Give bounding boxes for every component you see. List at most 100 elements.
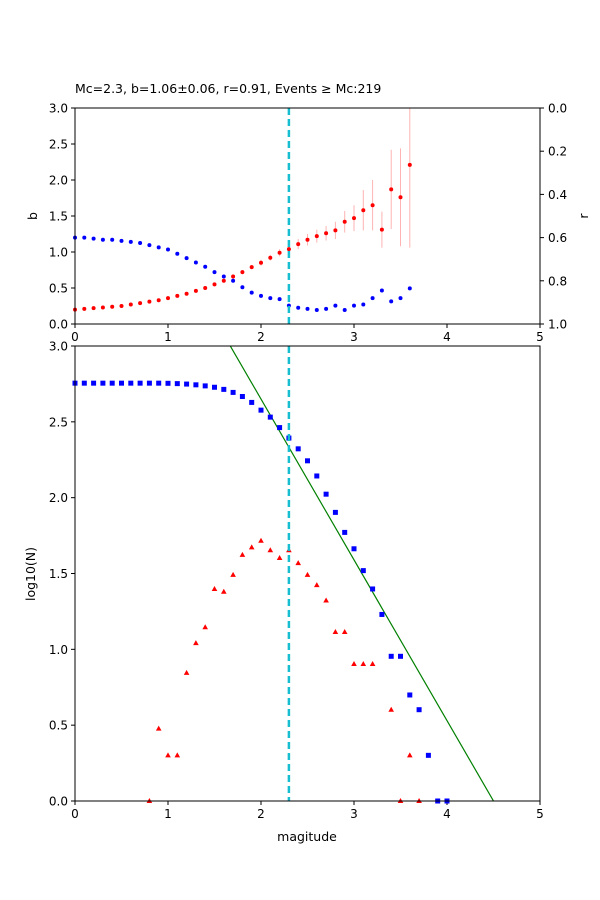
- bottom-x-tick-label: 2: [257, 807, 265, 821]
- cumulative-count-point: [332, 509, 338, 515]
- top-y-tick-label: 0.5: [49, 282, 68, 296]
- bottom-y-tick-label: 2.0: [49, 491, 68, 505]
- bottom-y-tick-label: 0.0: [49, 795, 68, 809]
- cumulative-count-point: [267, 414, 273, 420]
- top-x-tick-label: 5: [536, 330, 544, 344]
- cumulative-count-point: [416, 707, 422, 713]
- frequency-magnitude-panel: magitude log10(N) 0 1 2 3 4 5 0.0 0.5 1.…: [23, 340, 544, 845]
- cumulative-count-point: [146, 380, 152, 386]
- bottom-y-axis-label: log10(N): [23, 547, 38, 601]
- cumulative-count-point: [81, 380, 87, 386]
- incremental-count-point: [360, 661, 367, 667]
- cumulative-count-point: [314, 473, 320, 479]
- top-x-tick-label: 0: [71, 330, 79, 344]
- cumulative-count-point: [100, 380, 106, 386]
- bottom-plot-marks: [72, 346, 495, 804]
- r-value-point: [259, 293, 263, 298]
- bottom-y-tick-label: 2.5: [49, 415, 68, 429]
- r-value-point: [240, 285, 245, 290]
- incremental-count-point: [276, 555, 283, 561]
- cumulative-count-point: [212, 384, 217, 390]
- bottom-plot-frame: [74, 345, 541, 802]
- b-value-point: [352, 216, 356, 221]
- cumulative-count-point: [407, 692, 413, 698]
- incremental-count-point: [183, 669, 190, 675]
- cumulative-count-point: [184, 381, 190, 387]
- incremental-count-point: [230, 571, 236, 577]
- top-y-ticks: 0.0 0.5 1.0 1.5 2.0 2.5 3.0: [49, 102, 75, 332]
- bottom-x-tick-label: 5: [536, 807, 544, 821]
- bottom-x-tick-label: 0: [71, 807, 79, 821]
- incremental-count-point: [155, 725, 162, 731]
- cumulative-count-point: [342, 529, 348, 535]
- b-value-point: [166, 296, 170, 301]
- r-value-point: [277, 297, 282, 302]
- b-value-point: [361, 208, 366, 213]
- r-value-point: [379, 288, 384, 293]
- bottom-x-tick-label: 4: [443, 807, 451, 821]
- cumulative-count-point: [258, 407, 264, 413]
- r-value-point: [91, 236, 96, 241]
- bottom-y-ticks: 0.0 0.5 1.0 1.5 2.0 2.5 3.0: [49, 340, 75, 809]
- b-value-point: [342, 219, 347, 224]
- cumulative-count-point: [305, 458, 310, 464]
- incremental-count-point: [314, 582, 320, 588]
- incremental-count-point: [221, 588, 227, 594]
- incremental-count-point: [295, 560, 301, 566]
- bottom-y-tick-label: 1.5: [49, 567, 68, 581]
- r-value-point: [398, 296, 403, 301]
- b-value-point: [370, 203, 375, 208]
- b-value-point: [193, 288, 198, 293]
- incremental-count-point: [351, 661, 357, 667]
- b-value-point: [296, 242, 301, 247]
- r-value-point: [221, 274, 226, 279]
- cumulative-count-point: [221, 386, 227, 392]
- b-value-point: [389, 187, 394, 192]
- top-title: Mc=2.3, b=1.06±0.06, r=0.91, Events ≥ Mc…: [75, 81, 381, 96]
- cumulative-count-point: [323, 491, 329, 497]
- bottom-x-tick-label: 3: [350, 807, 358, 821]
- top-right-y-ticks: 0.0 0.2 0.4 0.6 0.8 1.0: [540, 102, 567, 332]
- top-right-y-tick-label: 0.8: [548, 274, 567, 288]
- incremental-count-point: [258, 537, 264, 543]
- top-y-tick-label: 2.5: [49, 138, 68, 152]
- r-value-point: [128, 239, 133, 244]
- r-value-point: [389, 299, 394, 304]
- cumulative-count-point: [174, 381, 180, 387]
- top-x-tick-label: 2: [257, 330, 265, 344]
- b-value-point: [82, 306, 87, 311]
- incremental-count-point: [388, 706, 394, 712]
- top-y-tick-label: 3.0: [49, 102, 68, 116]
- cumulative-count-point: [295, 446, 301, 452]
- incremental-count-point: [304, 571, 311, 577]
- top-x-tick-label: 1: [164, 330, 172, 344]
- b-value-point: [91, 306, 96, 311]
- b-value-point: [119, 304, 124, 308]
- bottom-y-tick-label: 0.5: [49, 719, 68, 733]
- cumulative-count-point: [91, 380, 97, 386]
- top-x-tick-label: 3: [350, 330, 358, 344]
- cumulative-count-point: [137, 380, 143, 386]
- r-value-point: [305, 306, 310, 311]
- r-value-point: [342, 307, 347, 312]
- bottom-y-tick-label: 1.0: [49, 643, 68, 657]
- cumulative-count-point: [165, 380, 171, 386]
- incremental-count-point: [248, 544, 255, 550]
- b-value-point: [314, 234, 319, 239]
- top-y-tick-label: 1.5: [49, 210, 68, 224]
- b-value-point: [407, 162, 412, 167]
- b-value-point: [100, 305, 105, 310]
- cumulative-count-point: [388, 653, 394, 659]
- r-value-point: [370, 296, 375, 301]
- cumulative-count-point: [370, 586, 376, 592]
- cumulative-count-point: [398, 653, 403, 659]
- top-right-y-tick-label: 0.6: [548, 231, 567, 245]
- b-value-point: [324, 231, 329, 236]
- incremental-count-point: [202, 624, 208, 630]
- cumulative-count-point: [277, 425, 283, 431]
- top-x-tick-label: 4: [443, 330, 451, 344]
- cumulative-count-point: [128, 380, 134, 386]
- cumulative-count-point: [109, 380, 115, 386]
- r-value-point: [184, 256, 189, 261]
- b-value-point: [305, 237, 310, 242]
